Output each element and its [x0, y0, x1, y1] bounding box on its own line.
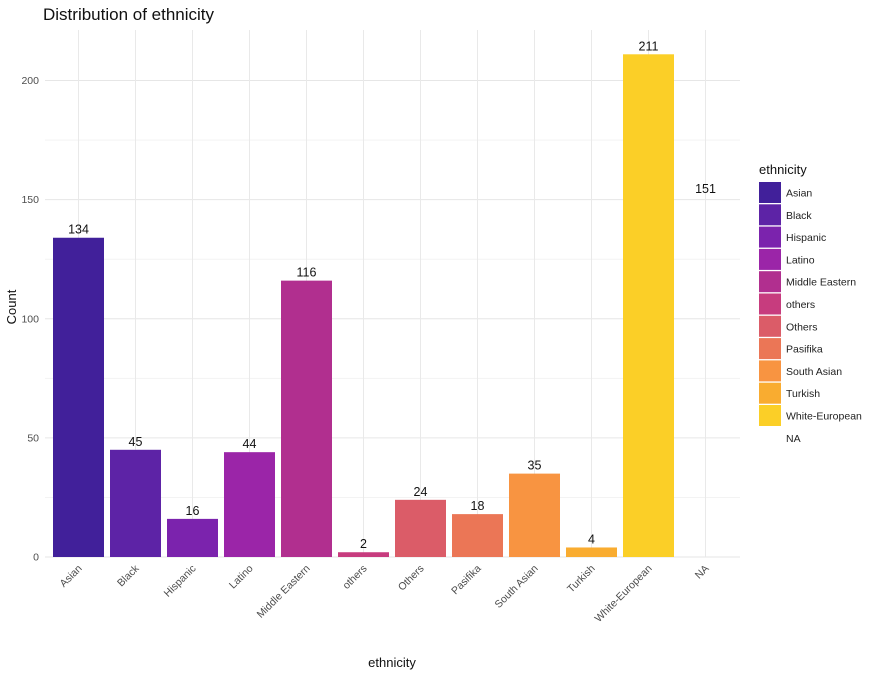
- bar-south-asian: [509, 473, 560, 557]
- legend-key: [759, 271, 781, 293]
- bar-others: [395, 499, 446, 557]
- legend-label: Middle Eastern: [786, 277, 856, 289]
- x-tick-label: Others: [396, 563, 427, 594]
- legend-key: [759, 338, 781, 360]
- legend-key: [759, 226, 781, 248]
- x-tick-label: Pasifika: [449, 563, 484, 598]
- legend-title: ethnicity: [759, 162, 807, 177]
- x-tick-label: NA: [693, 563, 712, 582]
- legend-label: Turkish: [786, 388, 820, 400]
- bar-hispanic: [167, 518, 218, 557]
- legend-key: [759, 360, 781, 382]
- bar-value-label: 16: [186, 504, 200, 518]
- bar-value-label: 4: [588, 532, 595, 546]
- bar-value-label: 134: [68, 223, 89, 237]
- x-tick-label: Asian: [58, 563, 85, 590]
- bar-turkish: [566, 547, 617, 557]
- y-tick-label: 100: [21, 313, 39, 325]
- x-axis-title: ethnicity: [368, 655, 416, 670]
- x-tick-label: Middle Eastern: [255, 563, 313, 621]
- bar-value-label: 18: [471, 499, 485, 513]
- legend-label: NA: [786, 433, 801, 445]
- y-tick-label: 50: [27, 432, 39, 444]
- bar-value-label: 151: [695, 182, 716, 196]
- legend-label: Others: [786, 321, 818, 333]
- x-tick-label: White-European: [592, 563, 654, 625]
- bar-value-label: 2: [360, 537, 367, 551]
- bar-value-label: 24: [414, 485, 428, 499]
- legend-label: Black: [786, 210, 812, 222]
- legend-key: [759, 315, 781, 337]
- legend-key: [759, 382, 781, 404]
- legend-label: others: [786, 299, 815, 311]
- chart-title: Distribution of ethnicity: [43, 5, 215, 24]
- x-tick-label: Latino: [227, 563, 256, 592]
- y-tick-label: 150: [21, 194, 39, 206]
- legend-label: Asian: [786, 188, 812, 200]
- legend-label: Pasifika: [786, 344, 823, 356]
- bar-pasifika: [452, 514, 503, 557]
- bar-others: [338, 552, 389, 557]
- legend-key: [759, 248, 781, 270]
- legend-key: [759, 204, 781, 226]
- legend-label: White-European: [786, 411, 862, 423]
- x-tick-label: others: [340, 563, 369, 592]
- y-axis-title: Count: [4, 289, 19, 324]
- bar-value-label: 44: [243, 437, 257, 451]
- legend-label: Latino: [786, 254, 815, 266]
- x-tick-label: South Asian: [493, 563, 541, 611]
- bar-value-label: 45: [129, 435, 143, 449]
- x-tick-label: Black: [115, 562, 142, 589]
- bar-value-labels: 134 45 16 44 116 2 24 18 35 4 211 151: [68, 39, 716, 551]
- bar-value-label: 116: [297, 266, 317, 280]
- x-tick-label: Turkish: [565, 563, 598, 596]
- bar-black: [110, 449, 161, 557]
- bar-middle-eastern: [281, 280, 332, 557]
- y-tick-label: 0: [33, 552, 39, 564]
- bar-white-european: [623, 54, 674, 557]
- bars: [53, 54, 674, 557]
- legend-key: [759, 405, 781, 426]
- legend-label: Hispanic: [786, 232, 826, 244]
- y-tick-label: 200: [21, 75, 39, 87]
- bar-value-label: 211: [639, 39, 659, 53]
- legend-key: [759, 293, 781, 315]
- legend-label: South Asian: [786, 366, 842, 378]
- legend-key: [759, 182, 781, 203]
- bar-asian: [53, 237, 104, 557]
- bar-value-label: 35: [528, 459, 542, 473]
- x-tick-label: Hispanic: [162, 563, 199, 600]
- y-axis-ticks: 0 50 100 150 200: [21, 75, 39, 564]
- legend: ethnicity Asian Black Hispanic Latino Middle…: [759, 162, 862, 445]
- bar-latino: [224, 452, 275, 557]
